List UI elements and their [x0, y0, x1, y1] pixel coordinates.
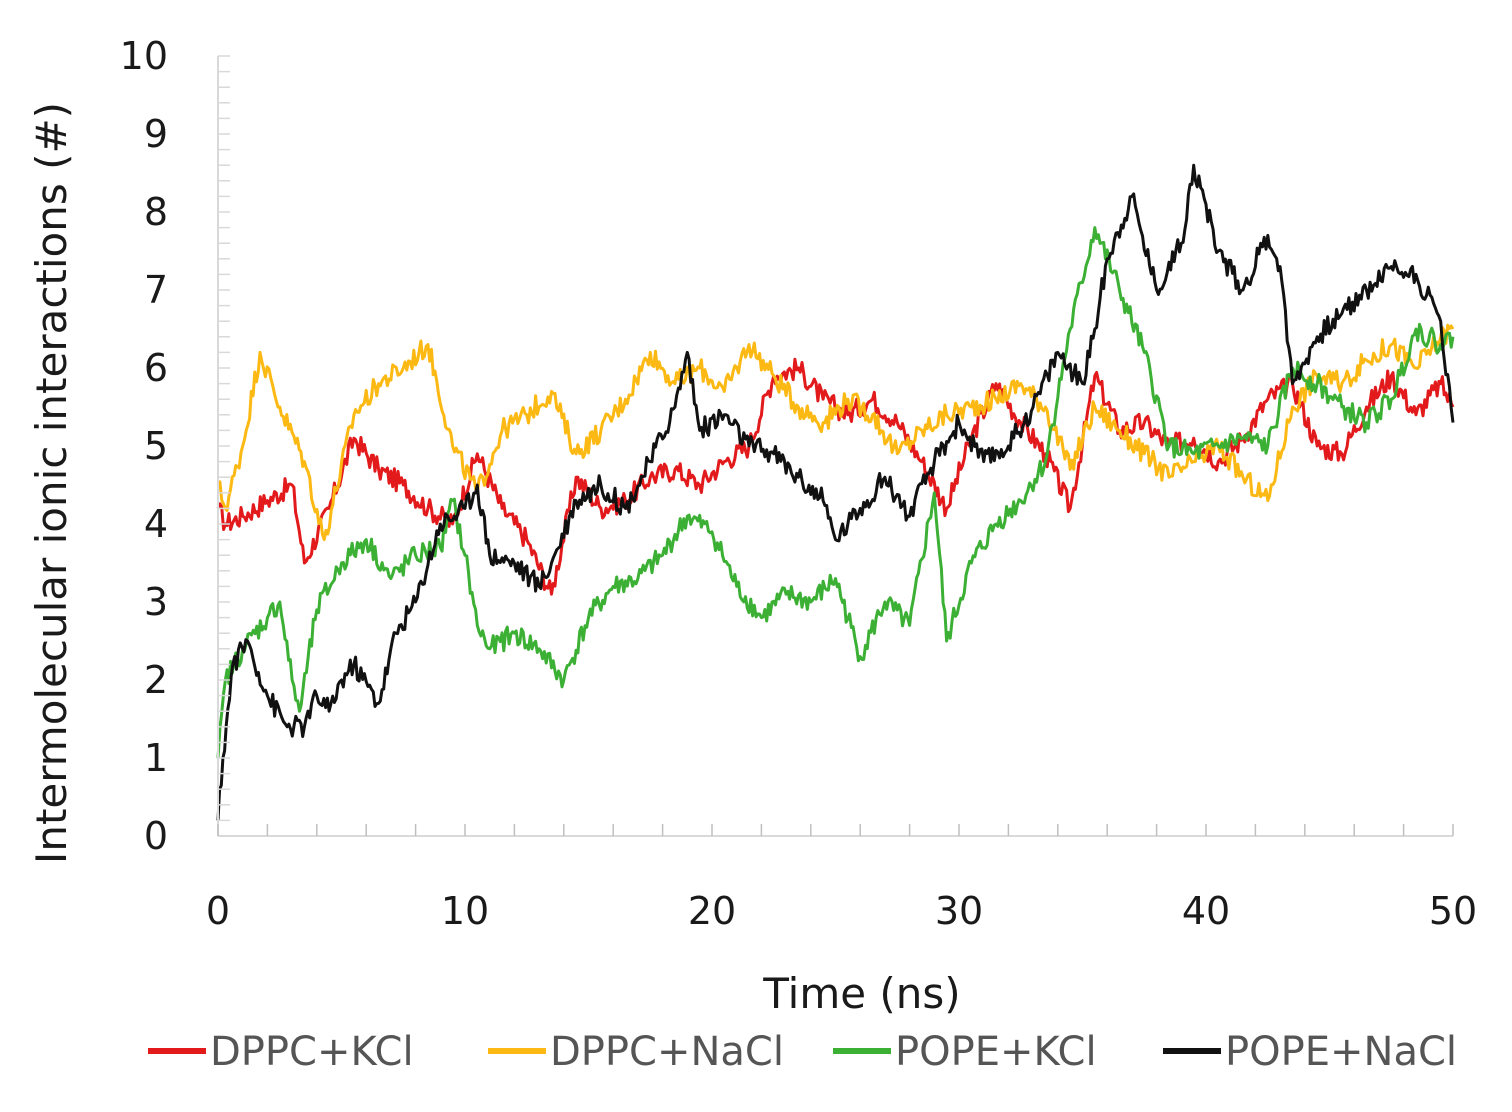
y-tick-label: 2 — [144, 658, 168, 702]
legend: DPPC+KCl DPPC+NaCl POPE+KCl POPE+NaCl — [148, 1029, 1457, 1075]
y-tick-label: 6 — [144, 346, 168, 390]
x-tick-label: 0 — [206, 889, 230, 933]
legend-label: POPE+NaCl — [1225, 1029, 1457, 1075]
y-tick-label: 3 — [144, 580, 168, 624]
x-tick-label: 10 — [441, 889, 489, 933]
axes-layer — [217, 55, 1454, 837]
y-tick-label: 4 — [144, 502, 168, 546]
x-tick-label: 20 — [688, 889, 736, 933]
x-tick-label: 30 — [935, 889, 983, 933]
x-tick-label: 40 — [1182, 889, 1230, 933]
series-layer — [216, 163, 1455, 821]
series-line-pope-nacl — [216, 163, 1455, 821]
y-axis-title: Intermolecular ionic interactions (#) — [27, 102, 76, 864]
y-tick-label: 0 — [144, 814, 168, 858]
x-tick-label: 50 — [1429, 889, 1477, 933]
series-line-dppc-nacl — [216, 323, 1455, 542]
y-tick-label: 5 — [144, 424, 168, 468]
series-line-pope-kcl — [216, 226, 1455, 759]
legend-label: DPPC+KCl — [210, 1029, 414, 1075]
x-axis-title: Time (ns) — [762, 969, 960, 1018]
y-tick-label: 10 — [120, 34, 168, 78]
y-tick-label: 9 — [144, 112, 168, 156]
legend-label: POPE+KCl — [895, 1029, 1097, 1075]
y-tick-label: 8 — [144, 190, 168, 234]
y-tick-label: 7 — [144, 268, 168, 312]
legend-label: DPPC+NaCl — [550, 1029, 784, 1075]
y-tick-label: 1 — [144, 736, 168, 780]
labels-layer: 0 1 2 3 4 5 6 7 8 9 10 0 10 20 30 40 50 — [120, 34, 1478, 933]
